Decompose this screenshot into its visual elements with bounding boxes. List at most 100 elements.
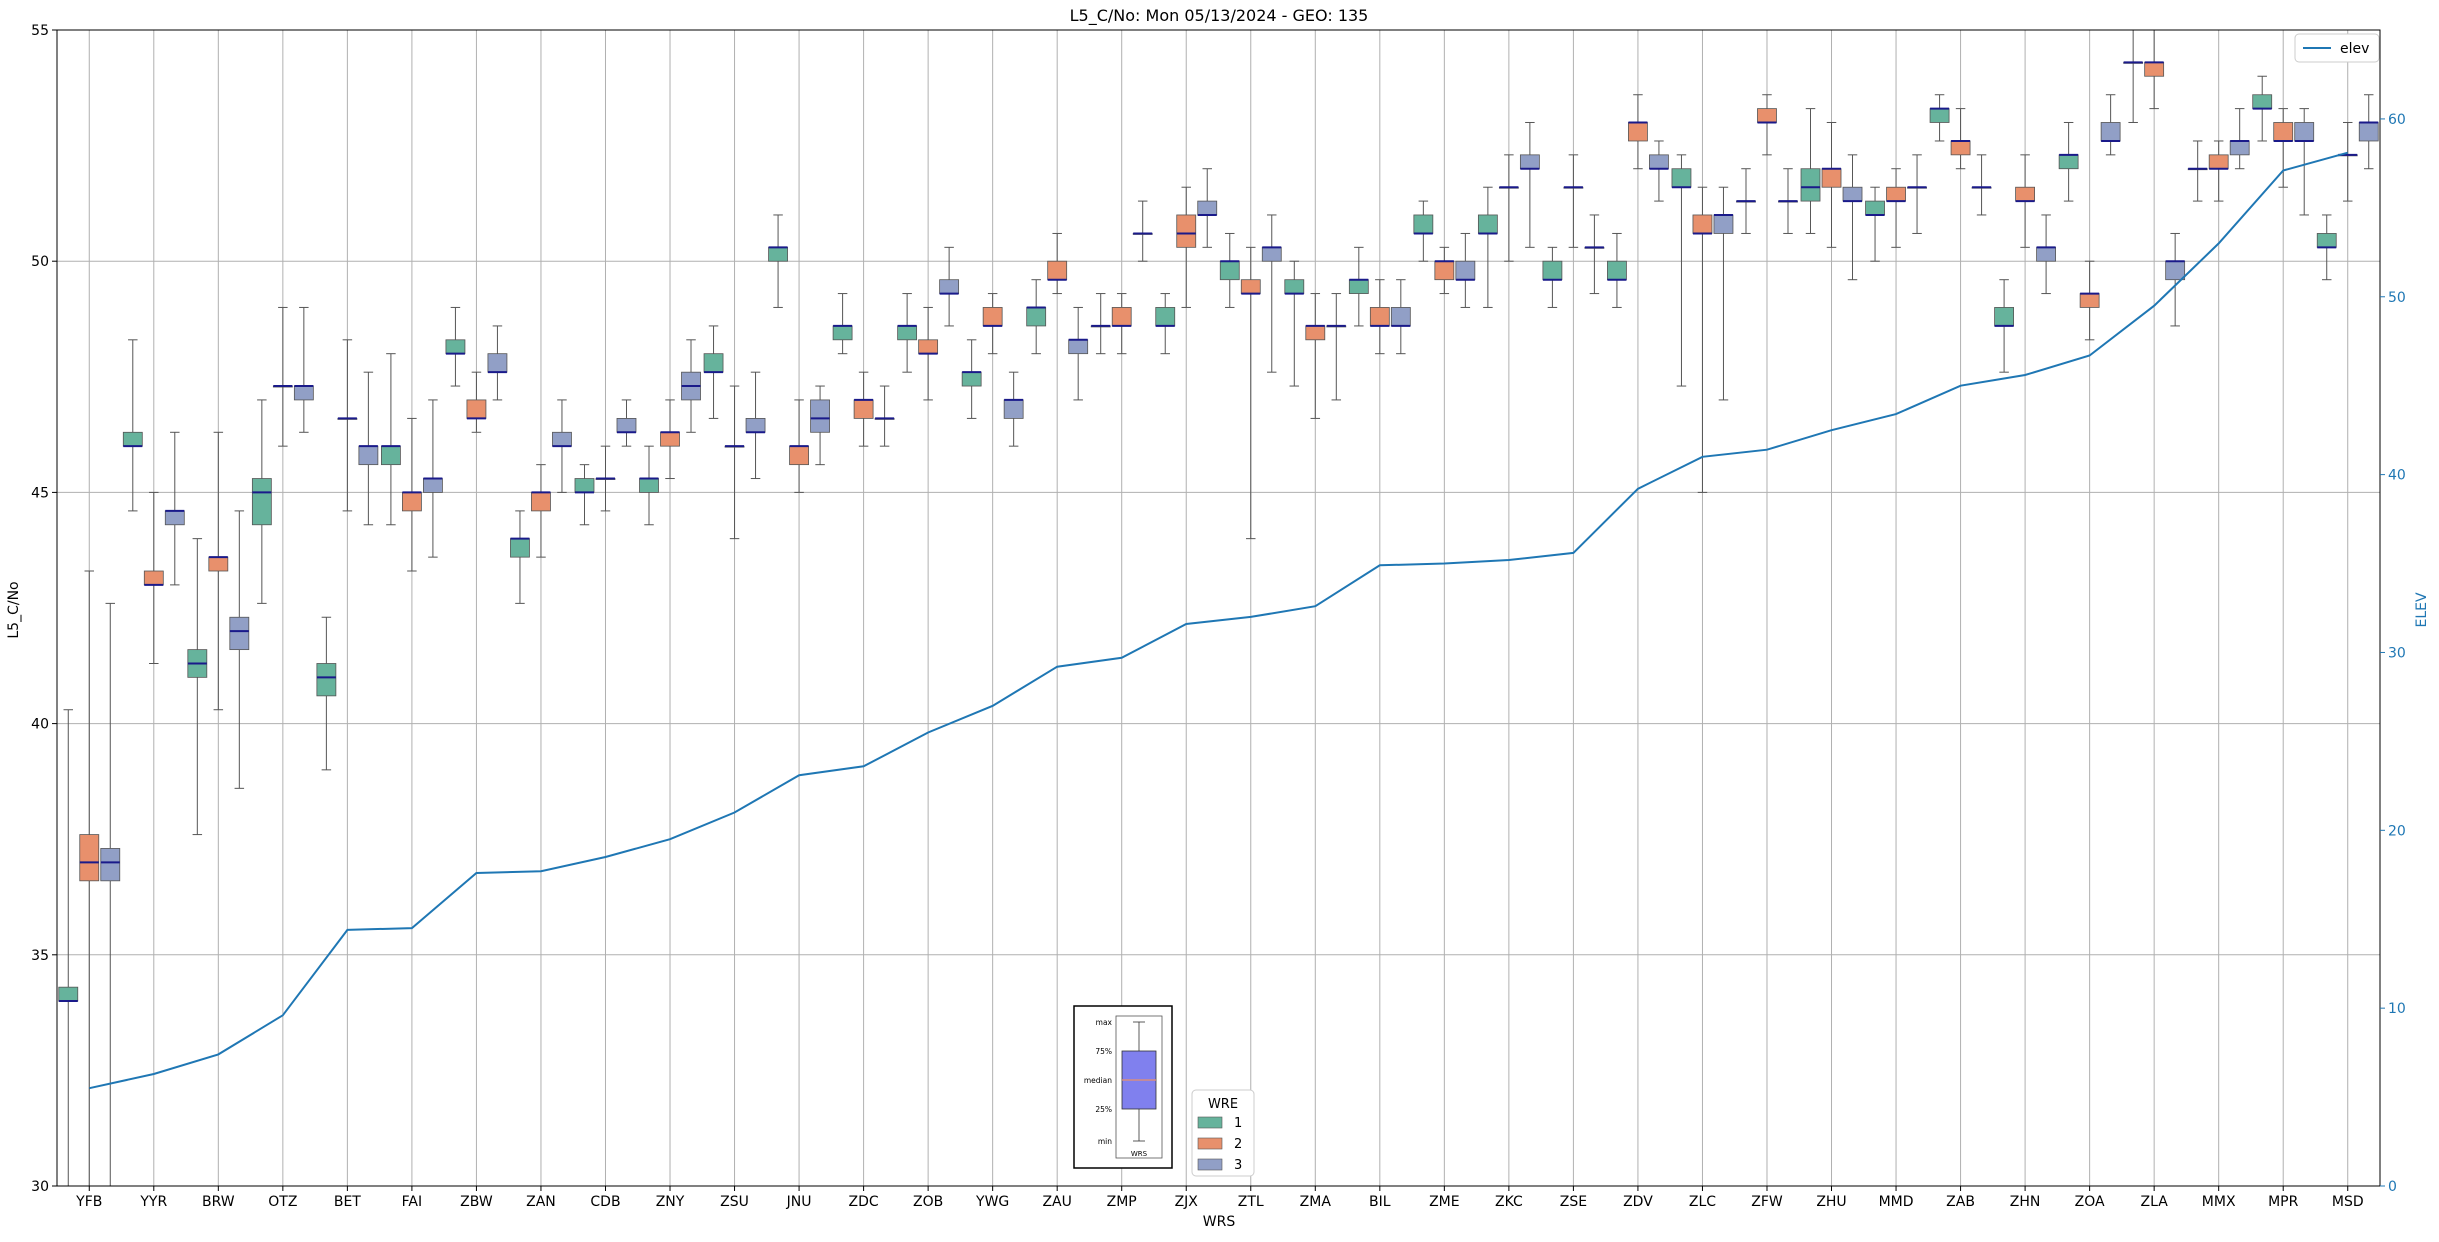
box-iqr	[143, 570, 164, 586]
box-zny-wre1	[639, 445, 659, 526]
box-iqr	[402, 491, 422, 512]
x-tick-label: ZSU	[720, 1194, 749, 1210]
box-zse-wre1	[1542, 246, 1563, 308]
box-iqr	[1950, 140, 1971, 156]
box-iqr	[1261, 246, 1282, 262]
x-tick-label: ZOA	[2075, 1194, 2105, 1210]
box-zme-wre1	[1413, 200, 1434, 262]
box-iqr	[1800, 168, 1821, 202]
box-mmd-wre1	[1865, 186, 1885, 262]
box-iqr	[832, 325, 853, 341]
box-zla-wre1	[2123, 29, 2144, 123]
elev-legend-frame	[2294, 33, 2380, 63]
x-tick-label: ZAU	[1042, 1194, 1071, 1210]
box-iqr	[1994, 307, 2014, 327]
box-zhn-wre2	[2015, 154, 2035, 248]
box-zkc-wre2	[1498, 154, 1519, 262]
box-iqr	[381, 445, 401, 466]
x-tick-label: ZAN	[526, 1194, 556, 1210]
box-zab-wre1	[1929, 94, 1950, 142]
box-iqr	[358, 445, 379, 466]
x-tick-label: YYR	[139, 1194, 167, 1210]
box-zdv-wre1	[1607, 232, 1627, 308]
box-zoa-wre1	[2058, 121, 2079, 202]
box-mmx-wre2	[2208, 140, 2229, 202]
box-zsu-wre2	[724, 385, 745, 540]
box-iqr	[251, 478, 272, 526]
box-ywg-wre1	[961, 339, 982, 419]
box-ywg-wre2	[982, 293, 1003, 355]
y2-axis-label: ELEV	[2414, 592, 2430, 627]
box-fai-wre2	[402, 417, 422, 572]
box-zan-wre1	[510, 510, 530, 604]
box-key-inset: max 75% median 25% min WRS	[1073, 1005, 1173, 1169]
x-tick-label: ZJX	[1175, 1194, 1199, 1210]
box-zla-wre3	[2165, 232, 2186, 327]
y-tick-label: 40	[31, 717, 49, 733]
box-zjx-wre3	[1197, 168, 1218, 248]
box-bet-wre2	[337, 339, 358, 512]
box-mmd-wre3	[1907, 154, 1927, 234]
axes-layer: 30 35 40 45 50 55 0 10 20 30 40 50 60 YFB YYR BRW OTZ BET…	[31, 23, 2406, 1210]
box-zfw-wre1	[1736, 168, 1756, 234]
box-iqr	[789, 445, 809, 466]
x-tick-label: ZMA	[1300, 1194, 1332, 1210]
wre-legend: WRE 1 2 3	[1191, 1089, 1255, 1177]
x-tick-label: ZHU	[1816, 1194, 1846, 1210]
box-iqr	[445, 339, 466, 355]
box-iqr	[1692, 214, 1713, 234]
box-zma-wre2	[1305, 293, 1326, 419]
box-iqr	[939, 279, 960, 294]
box-mpr-wre3	[2294, 108, 2315, 216]
box-key-caption: WRS	[1131, 1150, 1148, 1158]
box-iqr	[2015, 186, 2035, 202]
box-otz-wre2	[272, 306, 293, 447]
x-tick-label: ZAB	[1946, 1194, 1975, 1210]
grid-layer	[57, 29, 2380, 1187]
box-iqr	[1865, 200, 1885, 216]
box-jnu-wre1	[768, 214, 788, 308]
x-tick-label: ZLA	[2141, 1194, 2169, 1210]
box-iqr	[2316, 233, 2337, 248]
box-zme-wre2	[1434, 246, 1455, 295]
x-tick-label: MSD	[2332, 1194, 2364, 1210]
box-msd-wre1	[2316, 214, 2337, 281]
box-otz-wre1	[251, 399, 272, 604]
x-tick-label: YFB	[75, 1194, 102, 1210]
box-iqr	[1477, 214, 1498, 234]
box-ztl-wre2	[1240, 246, 1261, 540]
box-zab-wre3	[1971, 154, 1992, 216]
box-zdv-wre3	[1649, 140, 1669, 202]
x-tick-label: MPR	[2268, 1194, 2299, 1210]
y2-tick-label: 0	[2388, 1179, 2397, 1195]
box-iqr	[1026, 307, 1047, 327]
x-tick-label: ZDV	[1623, 1194, 1653, 1210]
box-zbw-wre1	[445, 306, 466, 387]
box-ztl-wre1	[1219, 232, 1240, 308]
box-zhu-wre1	[1800, 108, 1821, 234]
box-key-label-q1: 25%	[1095, 1105, 1112, 1114]
x-tick-label: ZLC	[1689, 1194, 1716, 1210]
box-zme-wre3	[1455, 232, 1476, 308]
x-axis-label: WRS	[1203, 1214, 1236, 1230]
box-mmx-wre3	[2229, 108, 2250, 170]
box-zsu-wre3	[745, 371, 766, 480]
wre-legend-label-2: 2	[1234, 1137, 1242, 1152]
box-zfw-wre2	[1757, 94, 1777, 156]
box-zkc-wre3	[1519, 121, 1540, 248]
x-tick-label: ZME	[1429, 1194, 1460, 1210]
box-zmp-wre2	[1111, 293, 1132, 355]
box-iqr	[703, 353, 724, 373]
box-zmp-wre3	[1132, 200, 1153, 262]
x-tick-label: ZSE	[1560, 1194, 1587, 1210]
box-iqr	[1821, 168, 1842, 188]
y-axis-label: L5_C/No	[6, 581, 22, 638]
box-ztl-wre3	[1261, 214, 1282, 373]
box-iqr	[1542, 260, 1563, 281]
box-iqr	[1111, 307, 1132, 327]
box-iqr	[1219, 260, 1240, 281]
x-tick-label: BRW	[202, 1194, 235, 1210]
box-iqr	[1155, 307, 1176, 327]
chart-title: L5_C/No: Mon 05/13/2024 - GEO: 135	[1070, 6, 1369, 26]
